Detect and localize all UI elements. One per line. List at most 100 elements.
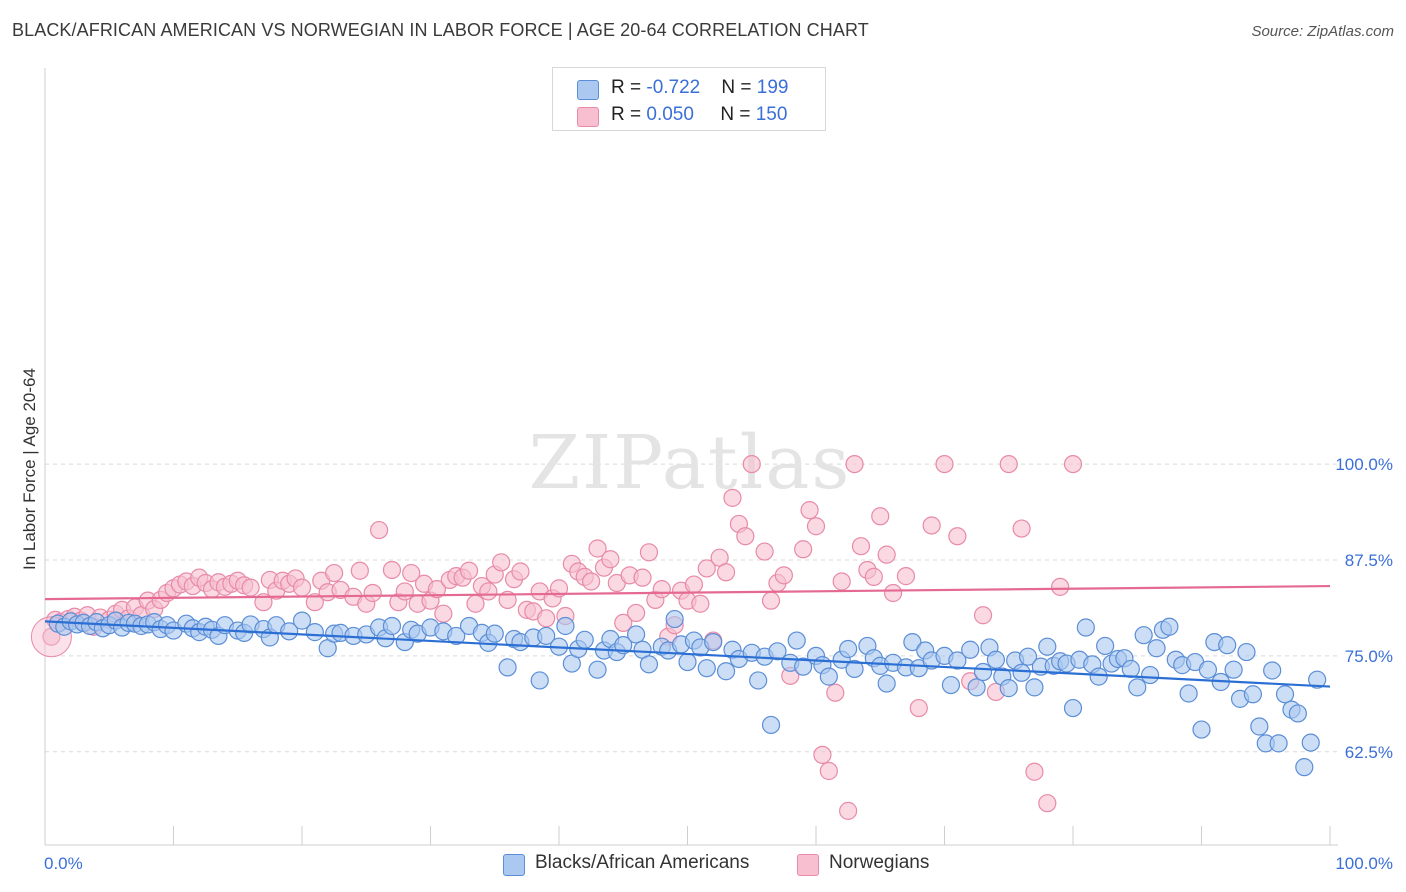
black-point (1089, 667, 1108, 686)
n-label: N = (720, 104, 756, 125)
black-point (973, 662, 993, 682)
black-point (845, 659, 864, 679)
norwegian-point (511, 562, 530, 581)
legend-label: Blacks/African Americans (535, 852, 750, 873)
norwegian-point (864, 567, 883, 586)
r-value: -0.722 (646, 77, 701, 98)
black-point (697, 659, 716, 678)
black-point (678, 652, 697, 672)
norwegian-point (999, 455, 1018, 474)
black-point (1308, 670, 1327, 689)
black-point (948, 651, 967, 670)
black-point (1301, 733, 1320, 752)
black-point (749, 671, 768, 690)
black-point (1038, 637, 1057, 656)
norwegians-trend-line (44, 584, 1331, 601)
norwegian-point (909, 698, 928, 718)
norwegian-point (459, 561, 479, 580)
black-point (1275, 685, 1295, 704)
black-point (761, 715, 781, 735)
black-point (292, 611, 312, 630)
black-point (1295, 758, 1314, 777)
trend-lines (44, 584, 1331, 688)
norwegian-point (742, 455, 761, 474)
norwegian-point (1025, 762, 1044, 781)
black-point (941, 675, 961, 695)
x-tick-label: 100.0% (1335, 854, 1393, 873)
blacks-points (48, 609, 1327, 777)
black-point (626, 625, 646, 644)
black-point (1269, 734, 1288, 753)
norwegian-point (883, 583, 903, 603)
black-point (1224, 660, 1243, 679)
black-point (1192, 720, 1211, 739)
norwegian-point (794, 540, 813, 559)
y-tick-label: 87.5% (1345, 551, 1393, 570)
norwegian-point (382, 560, 402, 580)
black-point (794, 657, 813, 676)
norwegian-point (716, 563, 736, 582)
black-point (530, 671, 549, 690)
black-point (1096, 636, 1115, 656)
r-value: 0.050 (646, 104, 694, 125)
y-tick-label: 100.0% (1335, 455, 1393, 474)
norwegian-point (498, 590, 517, 609)
norwegian-point (684, 575, 704, 594)
black-point (1288, 704, 1307, 723)
norwegian-point (402, 563, 421, 583)
legend-label: Norwegians (829, 852, 930, 873)
norwegian-point (582, 572, 601, 591)
black-point (305, 623, 324, 642)
n-value: 150 (755, 104, 788, 125)
norwegian-point (819, 761, 838, 781)
black-point (1018, 647, 1038, 666)
pink-swatch (797, 854, 819, 876)
norwegian-point (896, 567, 916, 586)
norwegian-point (813, 745, 832, 764)
black-point (280, 622, 299, 641)
norwegian-point (427, 580, 447, 599)
norwegian-point (325, 563, 344, 583)
r-label: R = (611, 104, 647, 125)
axes (44, 68, 1338, 846)
black-point (1121, 659, 1140, 679)
black-point (967, 678, 986, 697)
tick-labels: 62.5% 75.0% 87.5% 100.0% 0.0% 100.0% (44, 455, 1393, 873)
black-point (819, 667, 838, 686)
norwegian-point (601, 550, 620, 569)
black-point (588, 660, 607, 679)
black-point (903, 632, 922, 652)
norwegian-point (492, 553, 511, 572)
source-label: Source: ZipAtlas.com (1251, 23, 1394, 40)
stats-text: R = -0.722 N = 199 (611, 77, 788, 99)
norwegian-point (241, 578, 260, 597)
norwegian-point (826, 683, 845, 702)
black-point (498, 658, 517, 677)
norwegian-point (935, 455, 954, 474)
norwegian-point (871, 507, 890, 526)
black-point (1179, 684, 1198, 703)
y-tick-label: 62.5% (1345, 743, 1393, 762)
norwegian-point (697, 559, 716, 578)
black-point (986, 650, 1006, 669)
pink-swatch (577, 107, 599, 127)
norwegian-point (1063, 455, 1083, 474)
stats-legend: R = -0.722 N = 199 R = 0.050 N = 150 (552, 67, 826, 131)
black-point (1250, 717, 1269, 736)
r-label: R = (611, 77, 647, 98)
black-point (382, 616, 402, 636)
norwegian-point (434, 604, 453, 623)
stats-text: R = 0.050 N = 150 (611, 104, 787, 126)
norwegian-point (1038, 794, 1057, 813)
blue-swatch (577, 80, 599, 100)
black-point (575, 630, 594, 649)
norwegian-point (395, 582, 414, 601)
norwegian-point (948, 527, 967, 546)
norwegian-point (806, 517, 826, 536)
black-point (1160, 617, 1179, 636)
black-point (639, 655, 659, 674)
norwegian-point (922, 516, 941, 535)
blue-swatch (503, 854, 525, 876)
black-point (1012, 663, 1031, 682)
